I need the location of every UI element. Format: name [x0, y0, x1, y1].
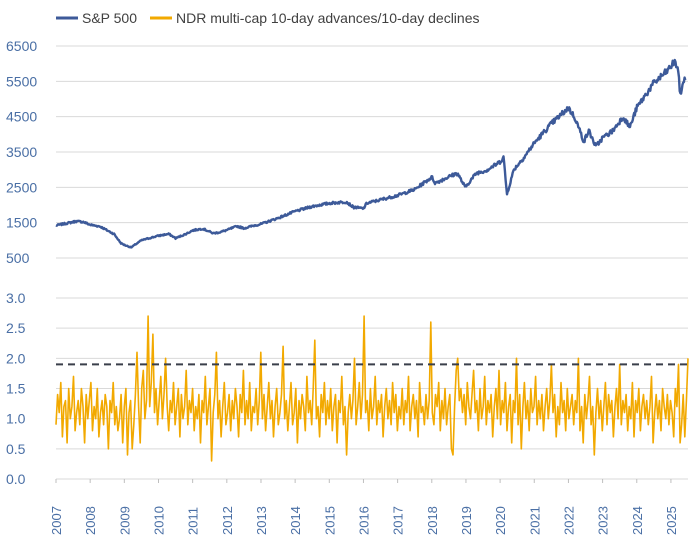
x-tick-label: 2023	[596, 506, 611, 535]
x-tick-label: 2011	[186, 507, 201, 535]
x-tick-label: 2025	[664, 506, 679, 535]
x-tick-label: 2016	[356, 506, 371, 535]
legend-label-ndr: NDR multi-cap 10-day advances/10-day dec…	[176, 10, 479, 26]
x-tick-label: 2007	[49, 506, 64, 535]
x-tick-label: 2013	[254, 506, 269, 535]
x-tick-label: 2015	[322, 506, 337, 535]
ndr-y-tick-label: 0.5	[6, 441, 26, 457]
ndr-y-tick-label: 1.0	[6, 411, 26, 427]
ndr-y-axis: 0.0 0.5 1.0 1.5 2.0 2.5 3.0	[6, 290, 26, 487]
x-axis: 2007 2008 2009 2010 2011 2012 2013 2014 2015 2016…	[49, 479, 679, 535]
sp500-y-tick-label: 1500	[6, 215, 37, 231]
x-tick-label: 2024	[630, 506, 645, 535]
x-tick-label: 2012	[220, 506, 235, 535]
chart-legend: S&P 500 NDR multi-cap 10-day advances/10…	[56, 10, 479, 26]
ndr-y-tick-label: 2.0	[6, 350, 26, 366]
legend-label-sp500: S&P 500	[82, 10, 137, 26]
sp500-y-axis: 500 1500 2500 3500 4500 5500 6500	[6, 38, 37, 266]
ndr-y-tick-label: 0.0	[6, 471, 26, 487]
sp500-gridlines	[56, 45, 688, 259]
x-tick-label: 2020	[493, 506, 508, 535]
sp500-y-tick-label: 4500	[6, 109, 37, 125]
x-tick-label: 2019	[459, 506, 474, 535]
x-tick-label: 2021	[527, 506, 542, 535]
x-tick-label: 2014	[288, 506, 303, 535]
ndr-line	[55, 315, 689, 462]
x-tick-label: 2018	[425, 506, 440, 535]
x-tick-label: 2009	[117, 506, 132, 535]
sp500-y-tick-label: 3500	[6, 144, 37, 160]
ndr-y-tick-label: 2.5	[6, 320, 26, 336]
sp500-y-tick-label: 6500	[6, 38, 37, 54]
ndr-y-tick-label: 1.5	[6, 381, 26, 397]
ndr-y-tick-label: 3.0	[6, 290, 26, 306]
ndr-gridlines	[56, 297, 688, 480]
sp500-y-tick-label: 5500	[6, 73, 37, 89]
ndr-plot	[55, 315, 689, 462]
x-tick-label: 2010	[151, 506, 166, 535]
sp500-plot	[55, 58, 687, 249]
sp500-y-tick-label: 2500	[6, 179, 37, 195]
x-tick-label: 2017	[391, 506, 406, 535]
sp500-y-tick-label: 500	[6, 250, 30, 266]
x-tick-label: 2022	[561, 506, 576, 535]
x-tick-label: 2008	[83, 506, 98, 535]
sp500-line	[55, 58, 687, 249]
